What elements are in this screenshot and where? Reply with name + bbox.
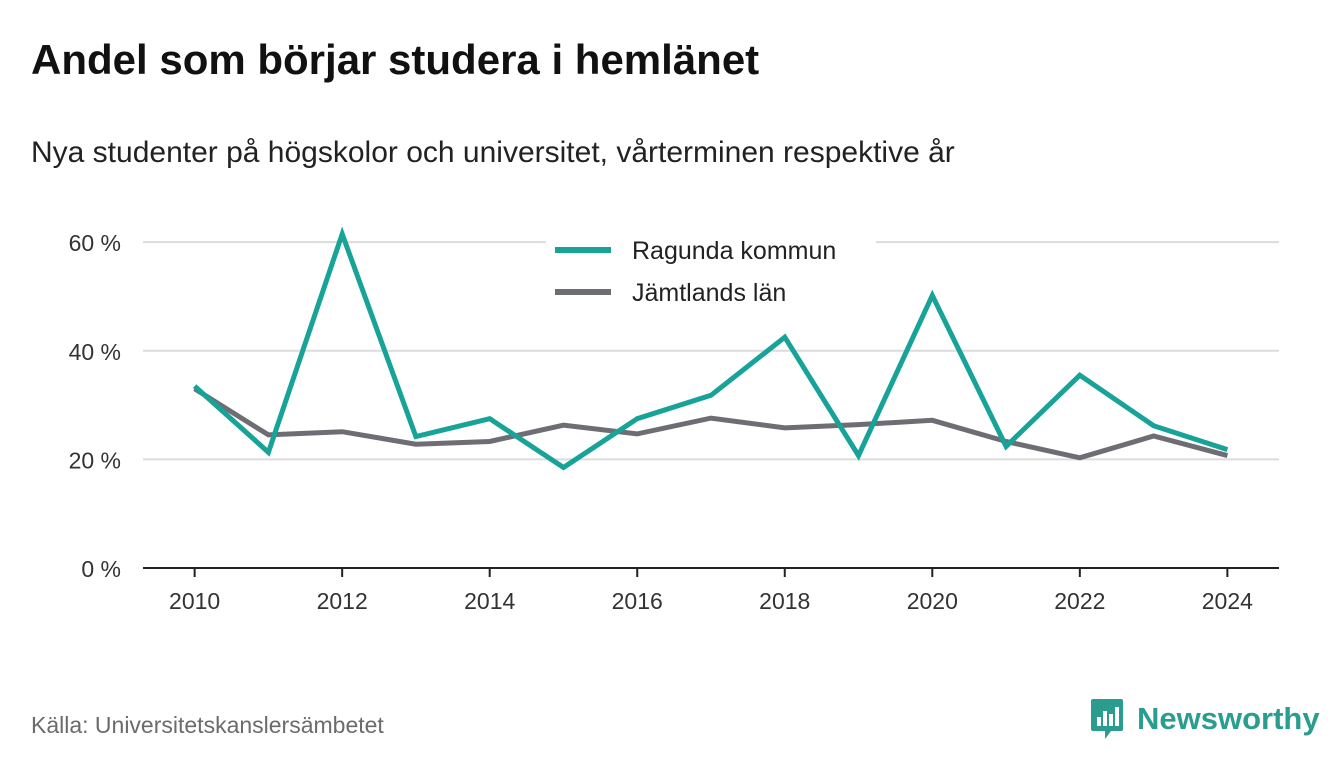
y-axis-tick-labels: 0 % 20 % 40 % 60 % bbox=[69, 230, 121, 582]
legend: Ragunda kommun Jämtlands län bbox=[546, 234, 876, 322]
y-tick-label: 40 % bbox=[69, 339, 121, 365]
y-tick-label: 60 % bbox=[69, 230, 121, 256]
y-tick-label: 20 % bbox=[69, 447, 121, 473]
x-tick-label: 2024 bbox=[1202, 588, 1253, 614]
legend-label: Ragunda kommun bbox=[632, 237, 836, 265]
brand-logo: Newsworthy bbox=[1089, 697, 1320, 741]
x-tick-label: 2016 bbox=[612, 588, 663, 614]
x-tick-label: 2018 bbox=[759, 588, 810, 614]
x-tick-label: 2022 bbox=[1054, 588, 1105, 614]
x-tick-label: 2012 bbox=[317, 588, 368, 614]
chart-title: Andel som börjar studera i hemlänet bbox=[31, 36, 760, 83]
x-tick-label: 2020 bbox=[907, 588, 958, 614]
series-line bbox=[193, 386, 1229, 461]
newsworthy-logo-icon bbox=[1091, 699, 1123, 739]
brand-name: Newsworthy bbox=[1137, 701, 1320, 736]
x-axis-tick-labels: 2010 2012 2014 2016 2018 2020 2022 2024 bbox=[169, 588, 1253, 614]
y-tick-label: 0 % bbox=[81, 556, 121, 582]
source-note: Källa: Universitetskanslersämbetet bbox=[31, 712, 384, 738]
x-tick-label: 2010 bbox=[169, 588, 220, 614]
series-line bbox=[192, 226, 1229, 471]
x-tick-label: 2014 bbox=[464, 588, 515, 614]
legend-label: Jämtlands län bbox=[632, 279, 786, 307]
x-axis bbox=[143, 567, 1279, 577]
chart-subtitle: Nya studenter på högskolor och universit… bbox=[31, 136, 955, 169]
series-lines bbox=[192, 226, 1229, 471]
